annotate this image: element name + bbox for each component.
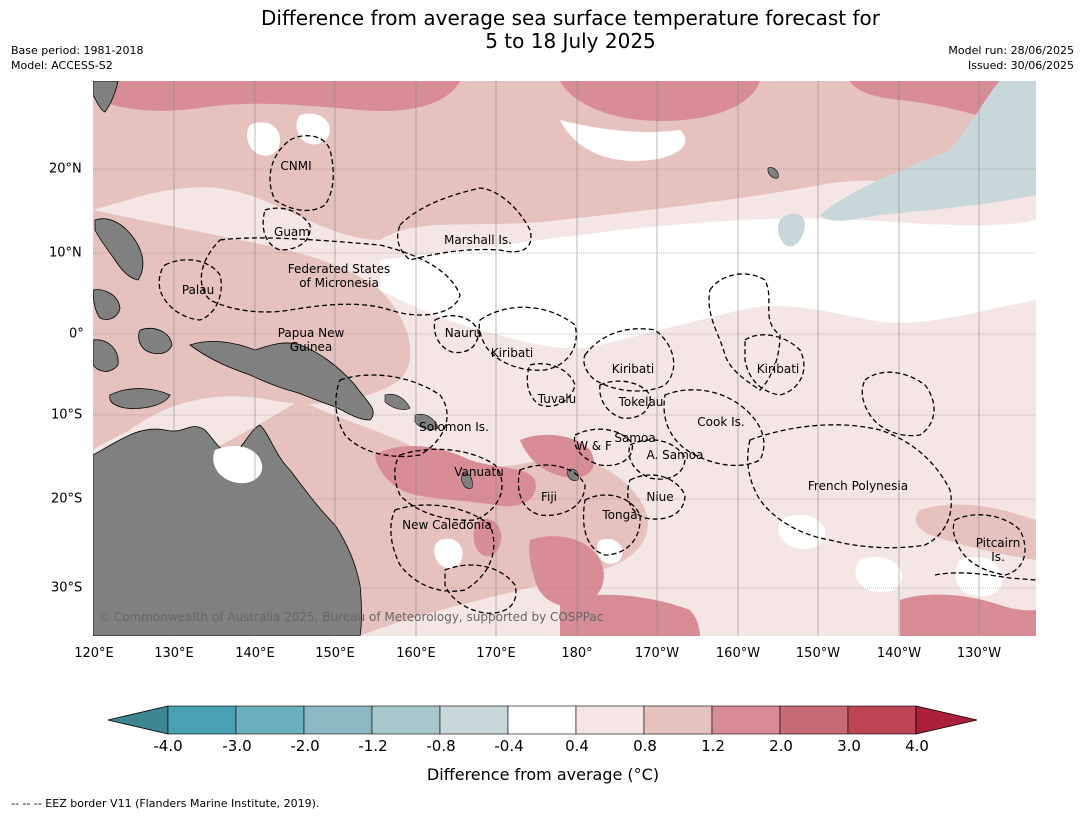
label-niue: Niue [646,490,674,504]
colorbar-tick: 2.0 [769,737,793,755]
label-samoa: Samoa [614,431,656,445]
lon-tick-160e: 160°E [396,646,436,661]
colorbar-tick: 4.0 [905,737,929,755]
label-fsm-line-2: of Micronesia [299,276,379,290]
colorbar-tick: -3.0 [222,737,252,755]
label-palau: Palau [181,283,215,297]
lon-tick-130e: 130°E [154,646,194,661]
colorbar-title: Difference from average (°C) [426,765,660,784]
label-american-samoa: A. Samoa [646,448,704,462]
label-french-polynesia: French Polynesia [807,479,909,493]
meta-right: Model run: 28/06/2025 Issued: 30/06/2025 [948,43,1074,73]
lon-tick-150e: 150°E [315,646,355,661]
colorbar-swatch [371,705,441,735]
colorbar-tick: -0.4 [494,737,524,755]
label-papua-new-guinea: Papua New Guinea [278,326,345,354]
lon-tick-130w: 130°W [956,646,1002,661]
sst-field [93,81,1036,636]
lat-tick-0: 0° [69,326,84,342]
colorbar-tick: -0.8 [426,737,456,755]
lat-tick-20s: 20°S [51,491,83,507]
colorbar-swatch [847,705,917,735]
colorbar-tick: -2.0 [290,737,320,755]
model-run: Model run: 28/06/2025 [948,44,1074,57]
colorbar-tick: 0.8 [633,737,657,755]
colorbar-swatch [575,705,645,735]
new-guinea-landmass [189,341,374,421]
label-pitcairn-line-1: Pitcairn [975,536,1021,550]
label-tuvalu: Tuvalu [537,392,577,406]
copyright-notice: © Commonwealth of Australia 2025, Bureau… [98,610,604,624]
label-fsm: Federated States of Micronesia [288,262,390,290]
map-title: Difference from average sea surface temp… [0,7,1085,53]
label-nauru: Nauru [444,326,482,340]
lon-tick-170w: 170°W [634,646,680,661]
label-png-line-2: Guinea [289,340,333,354]
lat-tick-30s: 30°S [51,580,83,596]
title-line-2: 5 to 18 July 2025 [485,29,656,53]
lon-tick-140w: 140°W [876,646,922,661]
label-tonga: Tonga [602,508,638,522]
label-vanuatu: Vanuatu [454,465,504,479]
eez-borders [158,135,1036,614]
label-wallis-futuna: W & F [576,439,612,453]
colorbar-swatch [439,705,509,735]
label-kiribati-west: Kiribati [490,346,534,360]
colorbar-tick: -1.2 [358,737,388,755]
lon-tick-150w: 150°W [795,646,841,661]
label-cook-islands: Cook Is. [697,415,745,429]
label-new-caledonia: New Caledonia [402,518,492,532]
label-guam: Guam [274,225,310,239]
label-cnmi: CNMI [280,159,312,173]
meta-left: Base period: 1981-2018 Model: ACCESS-S2 [11,43,143,73]
colorbar-tick: 3.0 [837,737,861,755]
lon-tick-140e: 140°E [235,646,275,661]
colorbar-swatch [167,705,237,735]
label-pitcairn-line-2: Is. [991,550,1005,564]
label-png-line-1: Papua New [277,326,345,340]
colorbar-swatch [779,705,849,735]
colorbar-swatch [303,705,373,735]
lon-tick-180: 180° [561,646,593,661]
colorbar-extend-high [915,705,978,735]
colorbar-swatch [507,705,577,735]
label-tokelau: Tokelau [618,395,664,409]
colorbar-tick: 0.4 [565,737,589,755]
lat-tick-10n: 10°N [49,245,82,261]
label-solomon-islands: Solomon Is. [419,420,489,434]
meridians [173,81,980,636]
colorbar-swatch [711,705,781,735]
colorbar-swatch [643,705,713,735]
base-period: Base period: 1981-2018 [11,44,144,57]
title-line-1: Difference from average sea surface temp… [260,6,880,30]
colorbar-tick: -4.0 [153,737,183,755]
lat-tick-10s: 10°S [51,407,83,423]
eez-footnote: -- -- -- EEZ border V11 (Flanders Marine… [11,797,320,810]
lat-tick-20n: 20°N [49,161,82,177]
label-pitcairn-islands: Pitcairn Is. [976,536,1021,564]
colorbar-extend-low [107,705,169,735]
lon-tick-160w: 160°W [715,646,761,661]
colorbar-tick: 1.2 [701,737,725,755]
label-kiribati-central: Kiribati [611,362,655,376]
model-name: Model: ACCESS-S2 [11,59,113,72]
lon-tick-170e: 170°E [476,646,516,661]
issued-date: Issued: 30/06/2025 [967,59,1074,72]
label-fiji: Fiji [540,490,558,504]
label-marshall-islands: Marshall Is. [444,233,512,247]
label-kiribati-east: Kiribati [756,362,800,376]
lon-tick-120e: 120°E [74,646,114,661]
colorbar-swatch [235,705,305,735]
label-fsm-line-1: Federated States [287,262,391,276]
colorbar [107,705,978,735]
